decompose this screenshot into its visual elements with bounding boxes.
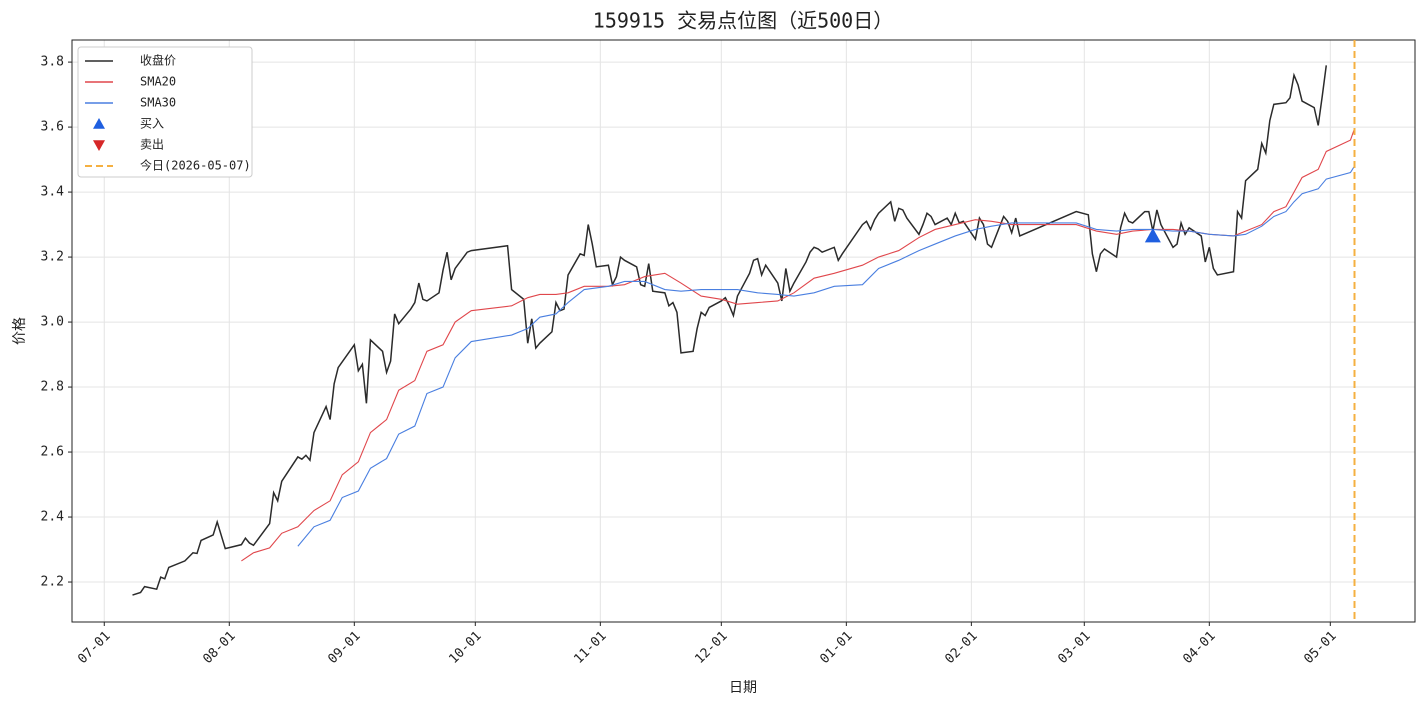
legend-swatch bbox=[93, 118, 105, 129]
plot-frame bbox=[71, 39, 1416, 623]
y-tick-label: 3.4 bbox=[41, 185, 65, 200]
x-tick-label: 10-01 bbox=[446, 629, 484, 667]
legend-label: 买入 bbox=[140, 117, 164, 131]
x-tick-label: 05-01 bbox=[1301, 629, 1339, 667]
legend-label: 卖出 bbox=[140, 138, 164, 152]
y-tick-label: 3.0 bbox=[41, 315, 64, 330]
y-tick-label: 3.2 bbox=[41, 250, 64, 265]
y-tick-label: 2.2 bbox=[41, 575, 64, 590]
y-axis-label: 价格 bbox=[12, 317, 28, 345]
x-tick-label: 01-01 bbox=[817, 629, 855, 667]
y-tick-label: 2.4 bbox=[41, 510, 65, 525]
x-tick-label: 02-01 bbox=[942, 629, 980, 667]
x-tick-label: 07-01 bbox=[75, 629, 113, 667]
legend-swatch bbox=[93, 140, 105, 151]
x-tick-label: 08-01 bbox=[200, 629, 238, 667]
y-tick-label: 2.8 bbox=[41, 380, 64, 395]
x-tick-label: 11-01 bbox=[571, 629, 609, 667]
series-line bbox=[297, 165, 1355, 547]
legend-label: SMA20 bbox=[140, 75, 176, 89]
trade-marker bbox=[1144, 227, 1161, 243]
x-tick-label: 03-01 bbox=[1055, 629, 1093, 667]
series-line bbox=[132, 65, 1328, 596]
x-tick-label: 12-01 bbox=[692, 629, 730, 667]
legend-label: 今日(2026-05-07) bbox=[140, 158, 251, 173]
series-line bbox=[241, 128, 1356, 562]
x-axis-label: 日期 bbox=[729, 680, 757, 696]
y-tick-label: 2.6 bbox=[41, 445, 64, 460]
chart-title: 159915 交易点位图（近500日） bbox=[593, 9, 893, 33]
legend-label: 收盘价 bbox=[140, 53, 176, 68]
y-tick-label: 3.8 bbox=[41, 55, 64, 70]
x-tick-label: 09-01 bbox=[325, 629, 363, 667]
y-tick-label: 3.6 bbox=[41, 120, 64, 135]
legend bbox=[77, 46, 253, 178]
legend-label: SMA30 bbox=[140, 96, 176, 110]
x-tick-label: 04-01 bbox=[1180, 629, 1218, 667]
